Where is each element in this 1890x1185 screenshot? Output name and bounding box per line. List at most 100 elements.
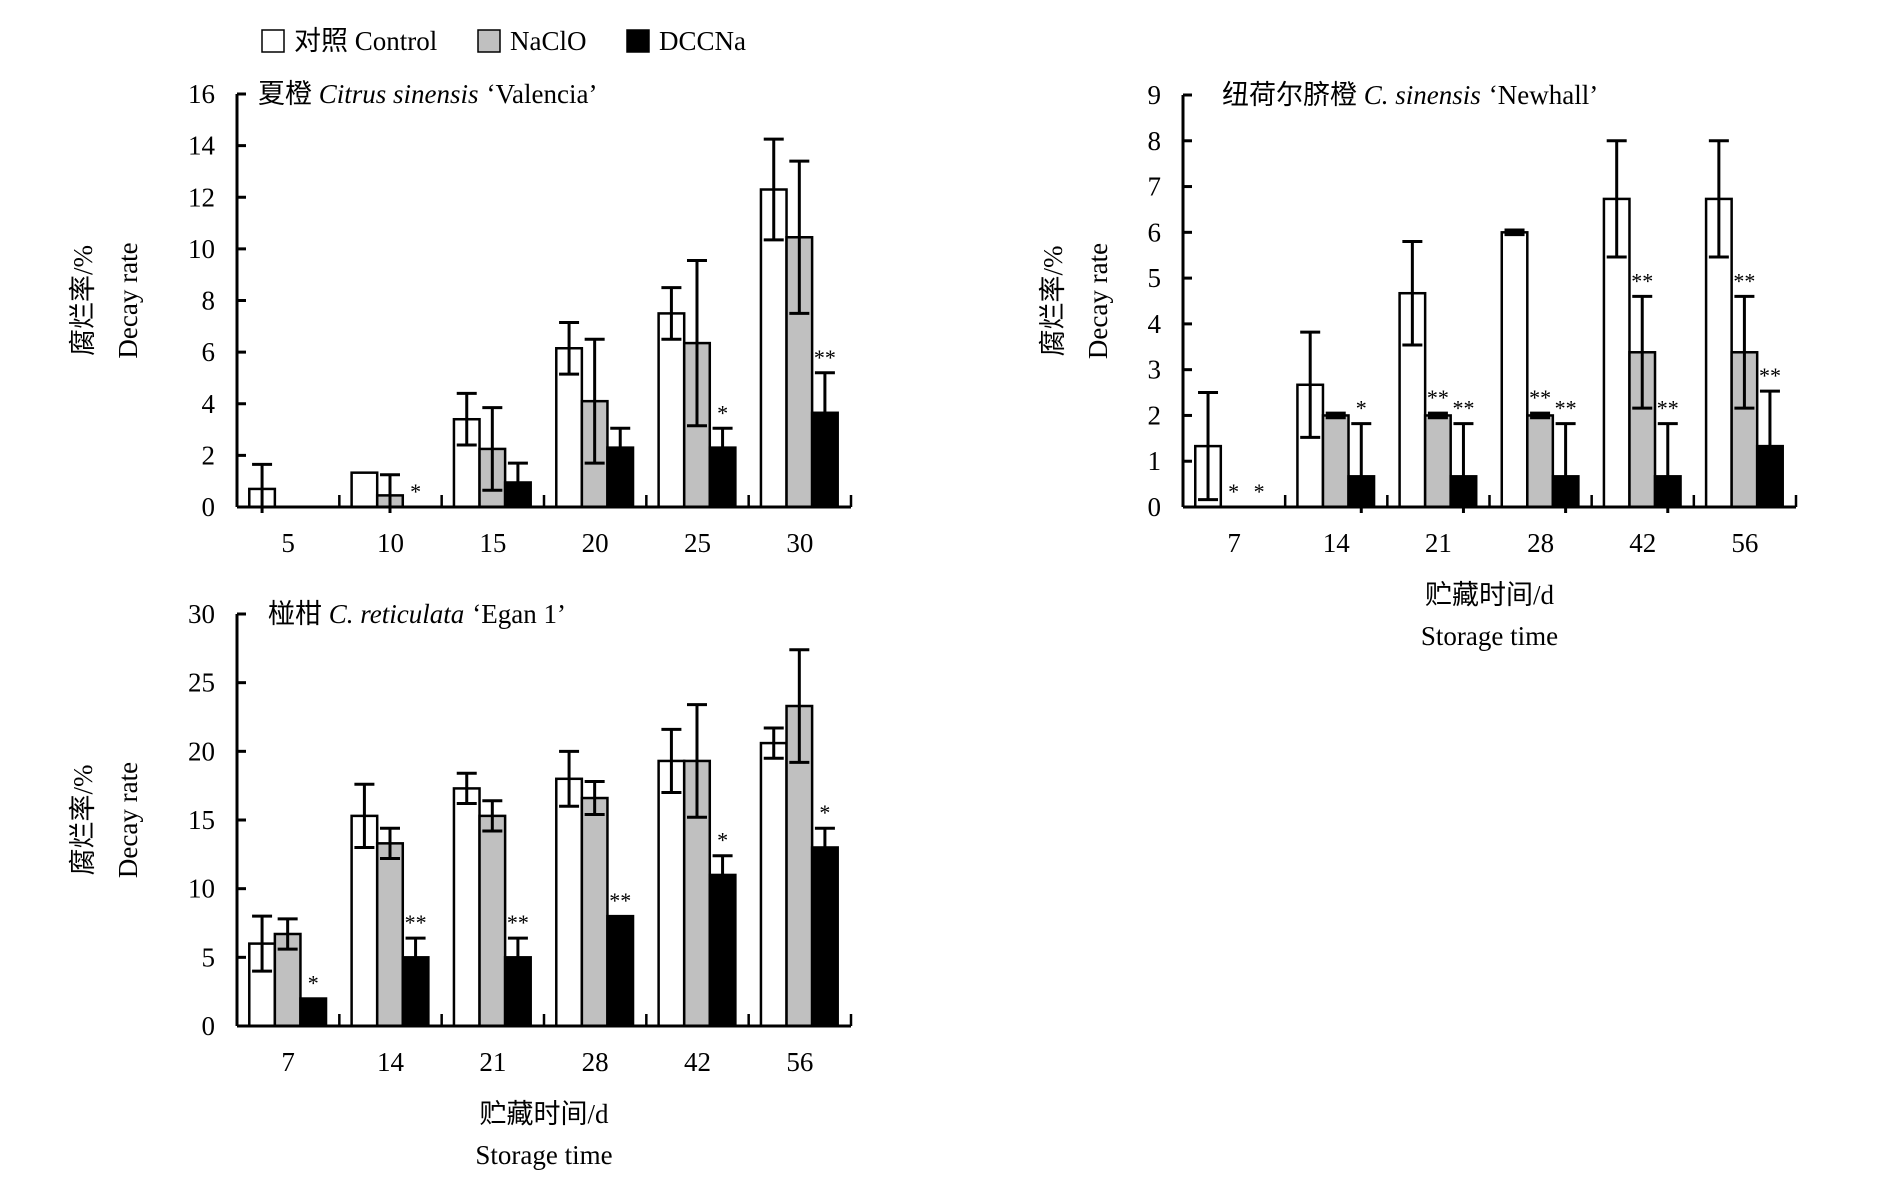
x-tick-label-5: 56 xyxy=(786,1047,813,1077)
legend-swatch-0 xyxy=(261,29,285,53)
bar-1-3 xyxy=(580,796,609,1028)
title-cultivar: ‘Egan 1’ xyxy=(472,599,566,629)
y-tick-label-1: 2 xyxy=(202,440,216,470)
bar-1-3 xyxy=(1526,414,1555,509)
x-tick-label-4: 42 xyxy=(684,1047,711,1077)
y-axis-label-cn: 腐烂率/% xyxy=(1038,246,1068,357)
bar-2-4 xyxy=(708,873,737,1028)
y-tick-label-2: 10 xyxy=(188,874,215,904)
x-tick-label-3: 20 xyxy=(582,528,609,558)
x-tick-label-3: 28 xyxy=(582,1047,609,1077)
bar-1-2 xyxy=(478,814,507,1028)
y-axis-label-cn: 腐烂率/% xyxy=(68,765,98,876)
significance-mark-2-1: ** xyxy=(405,910,427,935)
y-axis-label-en: Decay rate xyxy=(1083,243,1113,359)
y-tick-label-4: 8 xyxy=(202,286,216,316)
y-tick-label-6: 12 xyxy=(188,182,215,212)
y-tick-label-3: 15 xyxy=(188,805,215,835)
bar-1-1 xyxy=(1321,414,1350,509)
y-tick-label-0: 0 xyxy=(202,1011,216,1041)
legend-label-0: 对照 Control xyxy=(294,26,437,56)
x-tick-label-2: 15 xyxy=(479,528,506,558)
significance-mark-1-0: * xyxy=(1228,479,1239,504)
bar-0-3 xyxy=(1500,231,1529,509)
y-tick-label-2: 2 xyxy=(1148,400,1162,430)
bar-2-0 xyxy=(299,997,328,1028)
x-tick-label-0: 7 xyxy=(281,1047,295,1077)
x-tick-label-3: 28 xyxy=(1527,528,1554,558)
significance-mark-2-1: * xyxy=(410,479,421,504)
x-tick-label-1: 14 xyxy=(377,1047,405,1077)
significance-mark-2-5: * xyxy=(819,800,830,825)
y-tick-label-8: 16 xyxy=(188,79,215,109)
y-tick-label-0: 0 xyxy=(1148,492,1162,522)
y-axis-label-cn: 腐烂率/% xyxy=(68,245,98,356)
y-tick-label-5: 25 xyxy=(188,668,215,698)
significance-mark-2-4: * xyxy=(717,400,728,425)
x-tick-label-1: 14 xyxy=(1323,528,1351,558)
x-tick-label-5: 56 xyxy=(1731,528,1758,558)
y-tick-label-4: 4 xyxy=(1148,309,1162,339)
y-tick-label-3: 3 xyxy=(1148,355,1162,385)
significance-mark-2-5: ** xyxy=(1759,363,1781,388)
y-tick-label-7: 14 xyxy=(188,131,216,161)
legend-label-2: DCCNa xyxy=(659,26,746,56)
title-chinese: 纽荷尔脐橙 xyxy=(1222,80,1364,110)
y-tick-label-4: 20 xyxy=(188,736,215,766)
significance-mark-2-1: * xyxy=(1356,396,1367,421)
x-axis-label-cn: 贮藏时间/d xyxy=(479,1099,609,1129)
title-cultivar: ‘Newhall’ xyxy=(1489,80,1598,110)
y-tick-label-6: 6 xyxy=(1148,217,1162,247)
y-axis-label-en: Decay rate xyxy=(113,762,143,878)
bar-2-5 xyxy=(810,846,839,1028)
significance-mark-2-3: ** xyxy=(1555,396,1577,421)
bar-0-1 xyxy=(1296,383,1325,509)
x-axis-label-en: Storage time xyxy=(475,1140,612,1170)
x-axis-label-en: Storage time xyxy=(1421,621,1558,651)
title-species: C. sinensis xyxy=(1364,80,1481,110)
y-tick-label-9: 9 xyxy=(1148,80,1162,110)
bar-1-2 xyxy=(1423,414,1452,509)
title-species: C. reticulata xyxy=(329,599,465,629)
chart-title: 夏橙 Citrus sinensis ‘Valencia’ xyxy=(258,79,597,109)
x-tick-label-1: 10 xyxy=(377,528,404,558)
significance-mark-2-4: * xyxy=(717,828,728,853)
significance-mark-1-4: ** xyxy=(1631,268,1653,293)
bar-0-4 xyxy=(657,312,686,509)
y-tick-label-1: 1 xyxy=(1148,446,1162,476)
title-chinese: 夏橙 xyxy=(258,79,319,109)
significance-mark-2-4: ** xyxy=(1657,396,1679,421)
x-tick-label-4: 25 xyxy=(684,528,711,558)
bar-0-3 xyxy=(555,777,584,1028)
significance-mark-2-0: * xyxy=(1254,479,1265,504)
significance-mark-2-5: ** xyxy=(814,345,836,370)
bar-0-4 xyxy=(657,759,686,1028)
bar-0-5 xyxy=(759,741,788,1028)
significance-mark-2-2: ** xyxy=(1452,396,1474,421)
y-tick-label-8: 8 xyxy=(1148,126,1162,156)
legend: 对照 Control NaClO DCCNa xyxy=(261,26,746,56)
bar-0-2 xyxy=(452,787,481,1028)
chart-title: 纽荷尔脐橙 C. sinensis ‘Newhall’ xyxy=(1222,80,1598,110)
significance-mark-2-0: * xyxy=(308,971,319,996)
x-tick-label-4: 42 xyxy=(1629,528,1656,558)
x-tick-label-2: 21 xyxy=(479,1047,506,1077)
bar-0-1 xyxy=(350,471,379,509)
bar-1-1 xyxy=(375,842,405,1028)
y-tick-label-2: 4 xyxy=(202,389,216,419)
y-axis-label-en: Decay rate xyxy=(113,242,143,358)
title-species: Citrus sinensis xyxy=(319,79,479,109)
x-tick-label-5: 30 xyxy=(786,528,813,558)
y-tick-label-6: 30 xyxy=(188,599,215,629)
x-axis-label-cn: 贮藏时间/d xyxy=(1425,580,1555,610)
y-tick-label-5: 5 xyxy=(1148,263,1162,293)
significance-mark-1-2: ** xyxy=(1427,385,1449,410)
y-tick-label-0: 0 xyxy=(202,492,216,522)
y-tick-label-1: 5 xyxy=(202,942,216,972)
bar-2-3 xyxy=(606,914,635,1028)
significance-mark-1-3: ** xyxy=(1529,385,1551,410)
legend-swatch-2 xyxy=(626,29,650,53)
